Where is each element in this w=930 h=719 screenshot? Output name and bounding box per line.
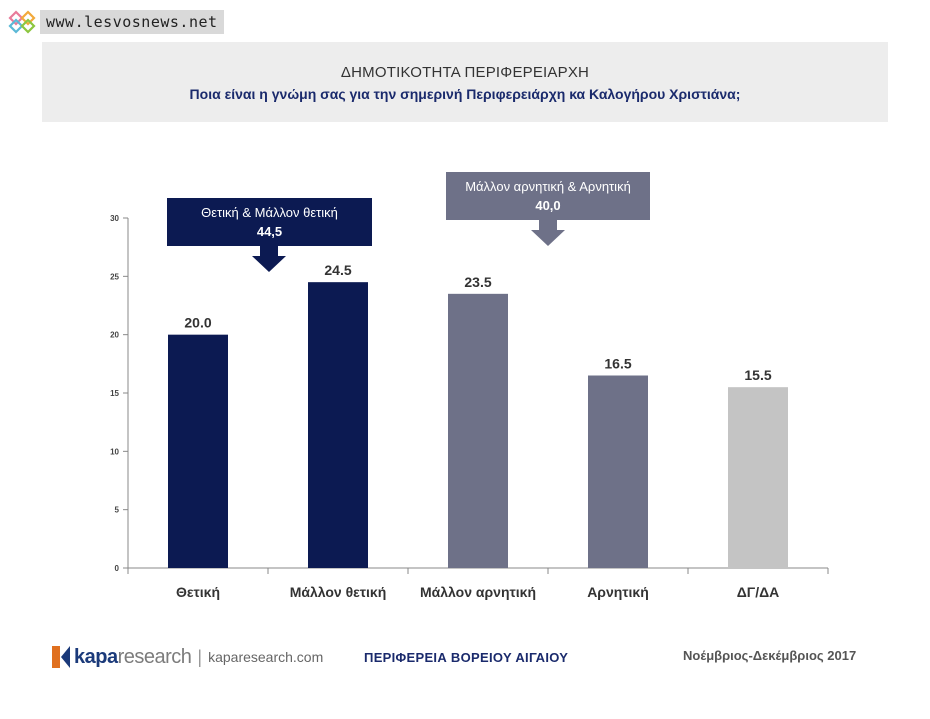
callout-label: Μάλλον αρνητική & Αρνητική	[465, 179, 631, 194]
bar-value-label: 15.5	[744, 367, 771, 383]
bar	[308, 282, 368, 568]
footer-region: ΠΕΡΙΦΕΡΕΙΑ ΒΟΡΕΙΟΥ ΑΙΓΑΙΟΥ	[364, 650, 569, 665]
x-category-label: Θετική	[176, 584, 220, 600]
lesvosnews-logo-icon	[8, 10, 36, 34]
bar	[588, 375, 648, 568]
callout-value: 44,5	[257, 224, 282, 239]
x-category-label: Μάλλον αρνητική	[420, 584, 536, 600]
brand-research: research	[117, 645, 192, 668]
bar	[448, 293, 508, 568]
y-tick-label: 5	[115, 506, 120, 515]
bar-value-label: 24.5	[324, 262, 351, 278]
x-category-label: Μάλλον θετική	[290, 584, 387, 600]
callout-value: 40,0	[535, 198, 560, 213]
bar	[728, 387, 788, 568]
callout-box	[446, 172, 650, 220]
callout-arrow-icon	[252, 246, 286, 272]
footer-date: Νοέμβριος-Δεκέμβριος 2017	[683, 648, 857, 663]
bar-value-label: 16.5	[604, 356, 631, 372]
page-subtitle: Ποια είναι η γνώμη σας για την σημερινή …	[189, 86, 741, 102]
page-title: ΔΗΜΟΤΙΚΟΤΗΤΑ ΠΕΡΙΦΕΡΕΙΑΡΧΗ	[340, 64, 590, 81]
y-tick-label: 25	[110, 272, 119, 281]
brand-url: kaparesearch.com	[208, 649, 324, 665]
callout-label: Θετική & Μάλλον θετική	[201, 205, 338, 220]
bar	[168, 334, 228, 568]
y-tick-label: 30	[110, 214, 119, 223]
y-tick-label: 0	[115, 564, 120, 573]
kapa-research-logo: kapa research | kaparesearch.com	[52, 644, 323, 670]
bar-value-label: 23.5	[464, 274, 491, 290]
kapa-logo-icon	[52, 646, 70, 668]
bar-value-label: 20.0	[184, 315, 211, 331]
callout-arrow-icon	[531, 220, 565, 246]
header-banner: ΔΗΜΟΤΙΚΟΤΗΤΑ ΠΕΡΙΦΕΡΕΙΑΡΧΗ Ποια είναι η …	[42, 42, 888, 122]
watermark: www.lesvosnews.net	[8, 8, 224, 36]
x-category-label: ΔΓ/ΔΑ	[737, 584, 780, 600]
y-tick-label: 20	[110, 331, 119, 340]
watermark-url: www.lesvosnews.net	[40, 10, 224, 34]
y-tick-label: 10	[110, 447, 119, 456]
brand-separator: |	[197, 646, 203, 667]
brand-kapa: kapa	[74, 645, 118, 668]
y-tick-label: 15	[110, 389, 119, 398]
x-category-label: Αρνητική	[587, 584, 649, 600]
callout-box	[167, 198, 372, 246]
